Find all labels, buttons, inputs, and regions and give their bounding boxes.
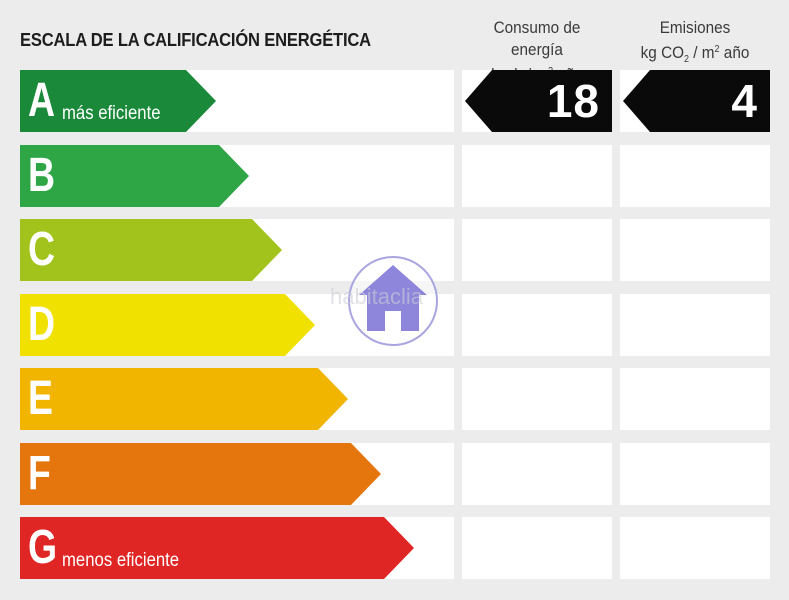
emisiones-header: Emisiones kg CO2 / m2 año: [628, 17, 763, 71]
rating-arrow-c: C: [20, 219, 282, 281]
consumo-cell-b: [462, 145, 612, 207]
consumo-cell-g: [462, 517, 612, 579]
watermark-text: habitaclia: [330, 284, 423, 309]
rating-letter: F: [28, 447, 51, 500]
rating-letter: D: [28, 298, 56, 351]
emisiones-cell-b: [620, 145, 770, 207]
rating-arrow-e: E: [20, 368, 348, 430]
emisiones-cell-d: [620, 294, 770, 356]
rating-sublabel: menos eficiente: [62, 550, 180, 571]
emisiones-cell-f: [620, 443, 770, 505]
rating-letter: E: [28, 372, 53, 425]
consumo-cell-e: [462, 368, 612, 430]
rating-letter: C: [28, 223, 56, 276]
page-title: ESCALA DE LA CALIFICACIÓN ENERGÉTICA: [20, 30, 371, 50]
rating-arrow-d: D: [20, 294, 315, 356]
rating-letter: G: [28, 521, 58, 574]
emisiones-cell-g: [620, 517, 770, 579]
emisiones-value: 4: [731, 75, 758, 127]
consumo-cell-c: [462, 219, 612, 281]
house-icon: [347, 255, 439, 347]
emisiones-header-line1: Emisiones: [659, 18, 731, 37]
rating-letter: A: [28, 74, 56, 127]
consumo-cell-f: [462, 443, 612, 505]
consumo-value: 18: [546, 75, 600, 127]
rating-letter: B: [28, 149, 56, 202]
consumo-cell-d: [462, 294, 612, 356]
consumo-header-line1: Consumo de energía: [493, 18, 581, 59]
emisiones-cell-e: [620, 368, 770, 430]
rating-arrow-f: F: [20, 443, 381, 505]
emisiones-cell-a: 4: [620, 70, 770, 132]
rating-arrow-b: B: [20, 145, 249, 207]
emisiones-header-unit: kg CO2 / m2 año: [640, 43, 750, 65]
emisiones-cell-c: [620, 219, 770, 281]
consumo-cell-a: 18: [462, 70, 612, 132]
rating-sublabel: más eficiente: [62, 103, 161, 124]
